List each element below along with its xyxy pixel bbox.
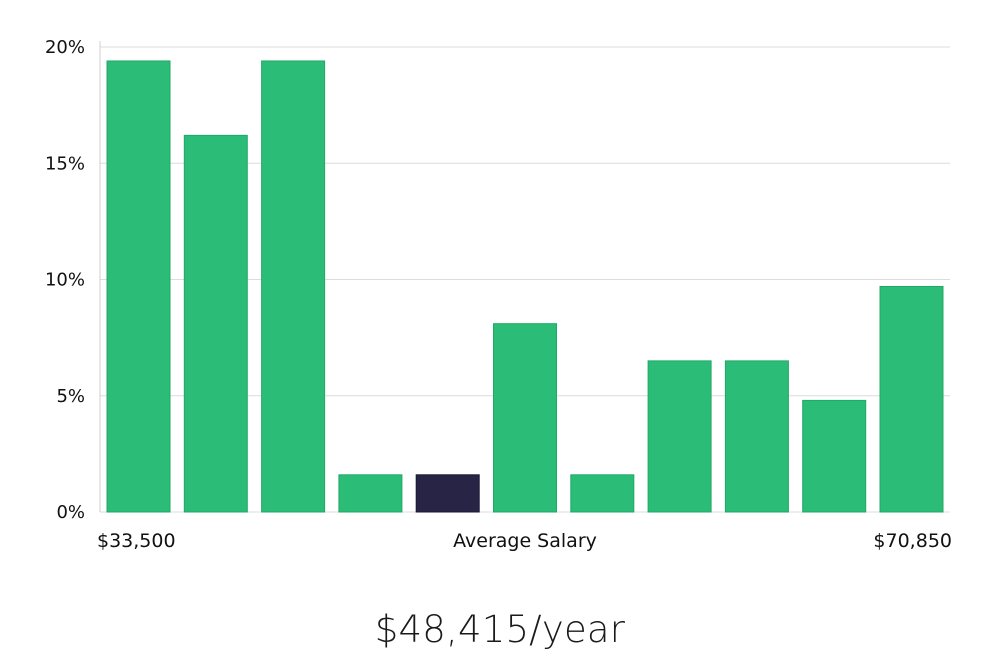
bar-highlighted bbox=[415, 474, 480, 513]
y-tick-label: 10% bbox=[45, 270, 85, 291]
bar bbox=[493, 323, 557, 513]
bar-layer bbox=[106, 60, 944, 513]
bar bbox=[106, 60, 171, 513]
average-salary-headline: $48,415/year bbox=[374, 608, 626, 651]
y-tick-label: 20% bbox=[45, 37, 85, 58]
bar bbox=[802, 399, 867, 513]
bar bbox=[879, 285, 944, 513]
x-axis-title: Average Salary bbox=[453, 530, 597, 552]
y-tick-label: 15% bbox=[45, 153, 85, 174]
x-min-label: $33,500 bbox=[97, 530, 176, 552]
bar bbox=[647, 360, 712, 513]
y-tick-labels: 0% 5% 10% 15% 20% bbox=[45, 37, 85, 523]
bar bbox=[724, 360, 789, 513]
y-tick-label: 5% bbox=[56, 386, 85, 407]
salary-distribution-chart: 0% 5% 10% 15% 20% $33,500 Average Salary $70… bbox=[45, 37, 952, 552]
y-tick-label: 0% bbox=[56, 502, 85, 523]
x-max-label: $70,850 bbox=[873, 530, 952, 552]
bar bbox=[338, 474, 403, 513]
bar bbox=[570, 474, 635, 513]
bar bbox=[183, 134, 248, 513]
bar bbox=[261, 60, 326, 513]
